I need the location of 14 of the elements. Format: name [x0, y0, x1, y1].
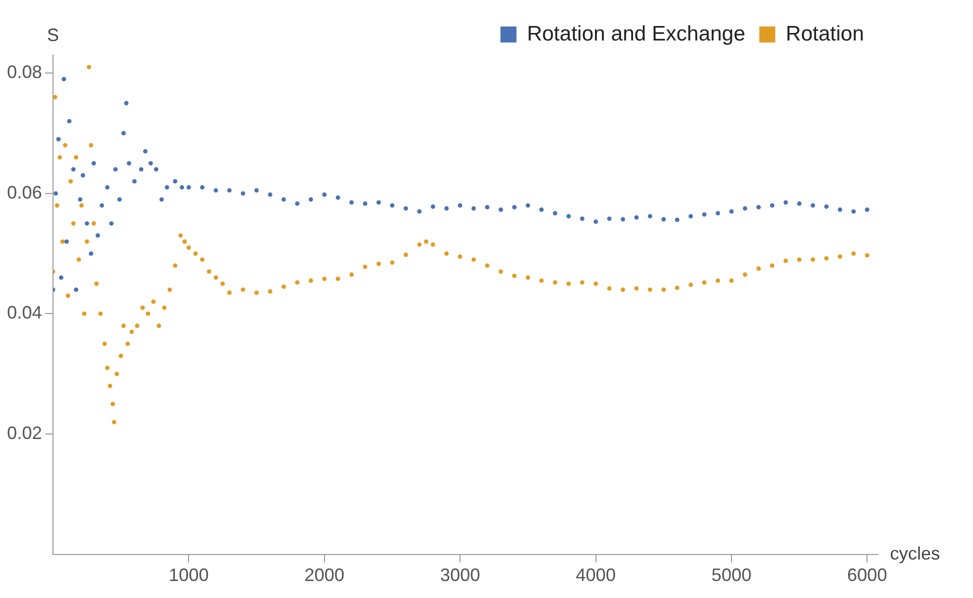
y-tick-label: 0.08 [6, 62, 42, 82]
x-tick-label: 3000 [440, 565, 480, 586]
x-tick-label: 4000 [576, 565, 616, 586]
legend-label: Rotation [786, 22, 864, 46]
y-tick-label: 0.06 [6, 182, 42, 202]
y-axis-title: S [47, 24, 60, 45]
x-tick-label: 2000 [304, 565, 344, 586]
y-tick-label: 0.02 [6, 423, 42, 444]
y-tick-label: 0.04 [6, 302, 42, 323]
x-tick-label: 6000 [847, 565, 888, 586]
x-tick-label: 5000 [711, 565, 752, 586]
legend-label: Rotation and Exchange [526, 22, 746, 46]
x-tick-label: 1000 [168, 565, 209, 586]
x-axis-title: cycles [890, 543, 940, 564]
